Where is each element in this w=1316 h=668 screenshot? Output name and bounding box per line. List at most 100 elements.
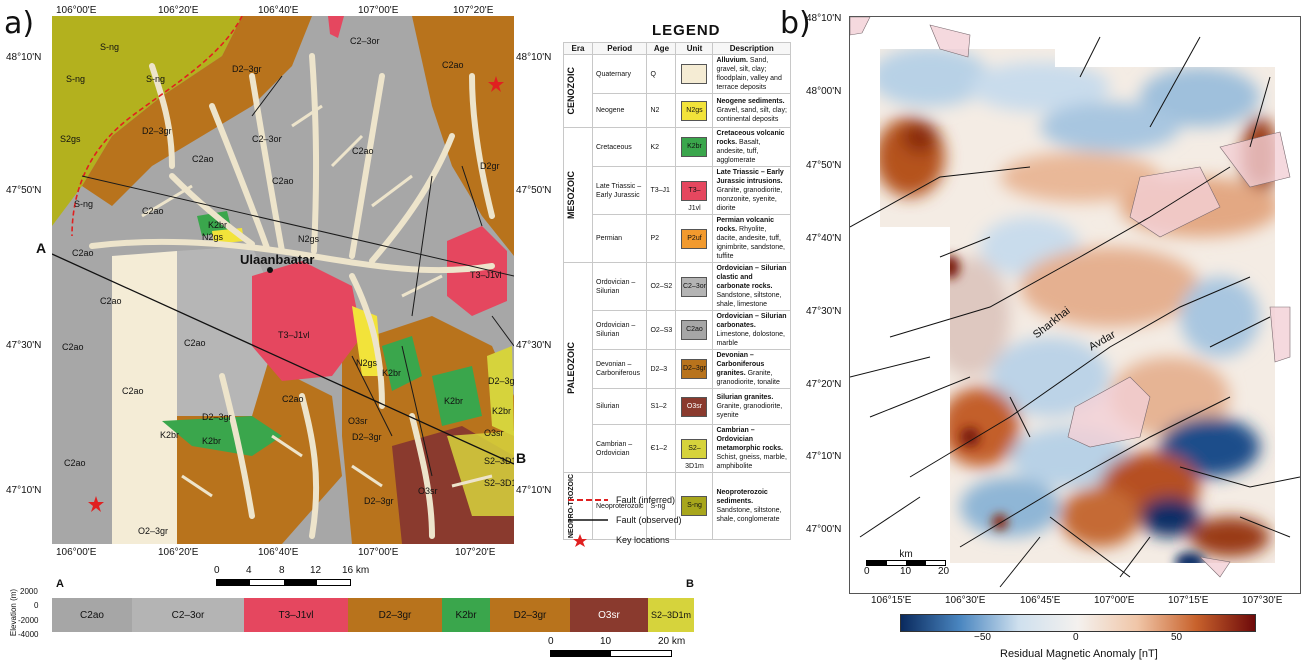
age-cell: Q bbox=[646, 54, 677, 94]
legend-header: Age bbox=[646, 42, 677, 55]
lat-tick: 47°50'N bbox=[806, 160, 842, 171]
lat-tick: 47°20'N bbox=[806, 379, 842, 390]
cross-section: C2ao C2–3or T3–J1vl D2–3gr K2br D2–3gr O… bbox=[52, 598, 694, 632]
desc-title: Permian volcanic rocks. bbox=[716, 217, 775, 233]
legend-line-items: Fault (inferred) Fault (observed) Key lo… bbox=[568, 490, 682, 550]
magnetic-anomaly-map: Sharkhai Avdar km 0 10 20 bbox=[849, 16, 1301, 594]
age-cell: O2–S3 bbox=[646, 310, 677, 350]
desc-text: Granite, granodiorite, tonalite bbox=[716, 370, 780, 386]
lat-tick: 48°00'N bbox=[806, 86, 842, 97]
period-cell: Cretaceous bbox=[591, 127, 648, 167]
age-cell: Є1–2 bbox=[646, 424, 677, 473]
lon-tick-top: 106°00'E bbox=[56, 5, 97, 16]
desc-title: Silurian granites. bbox=[716, 394, 774, 401]
lon-tick-bottom: 106°40'E bbox=[258, 547, 299, 558]
magnetic-anomaly-canvas bbox=[850, 17, 1300, 588]
desc-title: Neogene sediments. bbox=[716, 98, 785, 105]
lon-tick: 106°15'E bbox=[871, 595, 912, 606]
scalebar-tick: 0 bbox=[864, 566, 870, 577]
unit-swatch bbox=[681, 64, 708, 84]
geologic-map-canvas bbox=[52, 16, 514, 544]
lat-tick-right: 47°30'N bbox=[516, 340, 552, 351]
lon-tick-bottom: 106°00'E bbox=[56, 547, 97, 558]
unit-swatch: O3sr bbox=[681, 396, 708, 417]
legend-header: Period bbox=[591, 42, 648, 55]
city-label: Ulaanbaatar bbox=[240, 252, 315, 267]
period-cell: Late Triassic – Early Jurassic bbox=[591, 166, 648, 215]
unit-swatch: P2uf bbox=[681, 228, 708, 249]
desc-text: Sandstone, siltstone, shale, conglomerat… bbox=[716, 507, 782, 524]
legend-header: Description bbox=[712, 42, 791, 55]
section-start: A bbox=[56, 578, 64, 590]
legend-header: Unit bbox=[675, 42, 714, 55]
legend-header: Era bbox=[563, 42, 593, 55]
dashed-line-icon bbox=[568, 499, 608, 501]
unit-swatch: S-ng bbox=[681, 496, 708, 517]
lon-tick: 106°45'E bbox=[1020, 595, 1061, 606]
lat-tick-left: 48°10'N bbox=[6, 52, 42, 63]
lat-tick: 48°10'N bbox=[806, 13, 842, 24]
map-b-scalebar: km 0 10 20 bbox=[864, 549, 950, 577]
desc-title: Late Triassic – Early Jurassic intrusion… bbox=[716, 169, 784, 185]
desc-title: Devonian – Carboniferous granites. bbox=[716, 352, 765, 377]
section-segment: C2–3or bbox=[132, 598, 244, 632]
scalebar-tick: 10 bbox=[900, 566, 912, 577]
scalebar-unit: km bbox=[899, 549, 913, 560]
desc-text: Granite, granodiorite, monzonite, syenit… bbox=[716, 187, 783, 212]
lat-tick: 47°00'N bbox=[806, 524, 842, 535]
desc-text: Sand, gravel, silt, clay; floodplain, va… bbox=[716, 57, 782, 91]
unit-swatch: N2gs bbox=[681, 100, 708, 121]
lon-tick-bottom: 106°20'E bbox=[158, 547, 199, 558]
scalebar-tick: 8 bbox=[279, 565, 285, 576]
age-cell: D2–3 bbox=[646, 349, 677, 389]
lat-tick-right: 47°50'N bbox=[516, 185, 552, 196]
period-cell: Cambrian – Ordovician bbox=[591, 424, 648, 473]
scalebar-tick: 0 bbox=[548, 636, 554, 647]
desc-text: Limestone, dolostone, marble bbox=[716, 331, 785, 347]
section-segment: C2ao bbox=[52, 598, 132, 632]
lon-tick-bottom: 107°20'E bbox=[455, 547, 496, 558]
lat-tick-left: 47°10'N bbox=[6, 485, 42, 496]
era-label: CENOZOIC bbox=[566, 67, 576, 115]
section-segment: T3–J1vl bbox=[244, 598, 348, 632]
scalebar-tick: 20 bbox=[938, 566, 950, 577]
section-segment: S2–3D1m bbox=[648, 598, 694, 632]
era-label: PALEOZOIC bbox=[566, 341, 576, 394]
section-segment: K2br bbox=[442, 598, 490, 632]
unit-swatch: D2–3gr bbox=[681, 359, 708, 379]
desc-title: Neoproterozoic sediments. bbox=[716, 489, 768, 506]
unit-swatch: T3–J1vl bbox=[681, 180, 708, 212]
solid-line-icon bbox=[568, 519, 608, 521]
unit-swatch: K2br bbox=[681, 137, 708, 157]
section-ytick: -2000 bbox=[18, 616, 39, 625]
lon-tick-top: 107°00'E bbox=[358, 5, 399, 16]
colorbar-tick: 0 bbox=[1073, 632, 1079, 643]
panel-b-label: b) bbox=[780, 6, 811, 41]
period-cell: Silurian bbox=[591, 388, 648, 425]
age-cell: S-ng bbox=[646, 471, 677, 541]
unit-swatch: C2ao bbox=[681, 320, 708, 340]
lon-tick: 106°30'E bbox=[945, 595, 986, 606]
desc-title: Alluvium. bbox=[716, 57, 748, 64]
period-cell: Ordovician – Silurian bbox=[591, 310, 648, 350]
scalebar-tick: 20 km bbox=[658, 636, 686, 647]
age-cell: S1–2 bbox=[646, 388, 677, 425]
section-start-label: A bbox=[36, 240, 47, 256]
lon-tick: 107°15'E bbox=[1168, 595, 1209, 606]
colorbar-label: Residual Magnetic Anomaly [nT] bbox=[1000, 648, 1158, 660]
colorbar-tick: 50 bbox=[1171, 632, 1183, 643]
desc-text: Rhyolite, dacite, andesite, tuff, ignimb… bbox=[716, 226, 785, 260]
unit-swatch: C2–3or bbox=[681, 276, 708, 297]
desc-title: Cambrian – Ordovician metamorphic rocks. bbox=[716, 427, 783, 452]
lon-tick-top: 107°20'E bbox=[453, 5, 494, 16]
age-cell: P2 bbox=[646, 214, 677, 263]
period-cell: Ordovician – Silurian bbox=[591, 262, 648, 311]
age-cell: K2 bbox=[646, 127, 677, 167]
unit-swatch: S2–3D1m bbox=[681, 438, 708, 470]
star-icon bbox=[573, 534, 587, 547]
desc-title: Cretaceous volcanic rocks. bbox=[716, 130, 785, 146]
section-segment: O3sr bbox=[570, 598, 648, 632]
period-cell: Devonian – Carboniferous bbox=[591, 349, 648, 389]
section-ytick: 0 bbox=[34, 601, 39, 610]
desc-title: Ordovician – Silurian clastic and carbon… bbox=[716, 265, 787, 290]
